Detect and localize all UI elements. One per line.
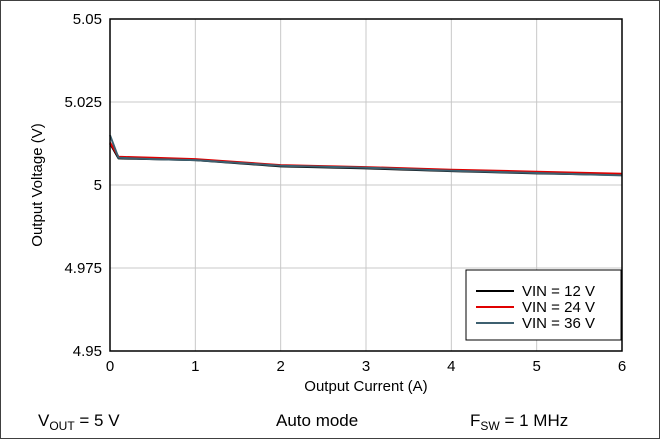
series-lines <box>109 134 623 177</box>
legend-label: VIN = 24 V <box>522 299 595 316</box>
x-tick-label: 2 <box>276 358 284 375</box>
x-tick-label: 3 <box>362 358 370 375</box>
legend-label: VIN = 12 V <box>522 283 595 300</box>
x-tick-label: 4 <box>447 358 455 375</box>
x-tick-label: 5 <box>532 358 540 375</box>
footer-fsw: FSW = 1 MHz <box>470 411 568 433</box>
x-tick-label: 6 <box>618 358 626 375</box>
y-tick-label: 4.95 <box>73 343 102 360</box>
y-tick-label: 5 <box>94 177 102 194</box>
legend-box <box>465 269 622 341</box>
y-tick-labels: 4.95 4.975 5 5.025 5.05 <box>64 11 102 360</box>
footer-vout: VOUT = 5 V <box>38 411 120 433</box>
y-tick-label: 5.05 <box>73 11 102 28</box>
legend-label: VIN = 36 V <box>522 315 595 332</box>
footer-mode: Auto mode <box>276 411 358 430</box>
x-tick-labels: 0 1 2 3 4 5 6 <box>106 358 626 375</box>
series-line-3 <box>109 134 623 177</box>
y-axis-label: Output Voltage (V) <box>29 123 46 246</box>
x-axis-label: Output Current (A) <box>304 378 427 395</box>
y-tick-label: 4.975 <box>64 260 102 277</box>
x-tick-label: 1 <box>191 358 199 375</box>
plot-frame <box>109 18 623 352</box>
grid-lines <box>110 19 622 351</box>
x-tick-label: 0 <box>106 358 114 375</box>
y-tick-label: 5.025 <box>64 94 102 111</box>
